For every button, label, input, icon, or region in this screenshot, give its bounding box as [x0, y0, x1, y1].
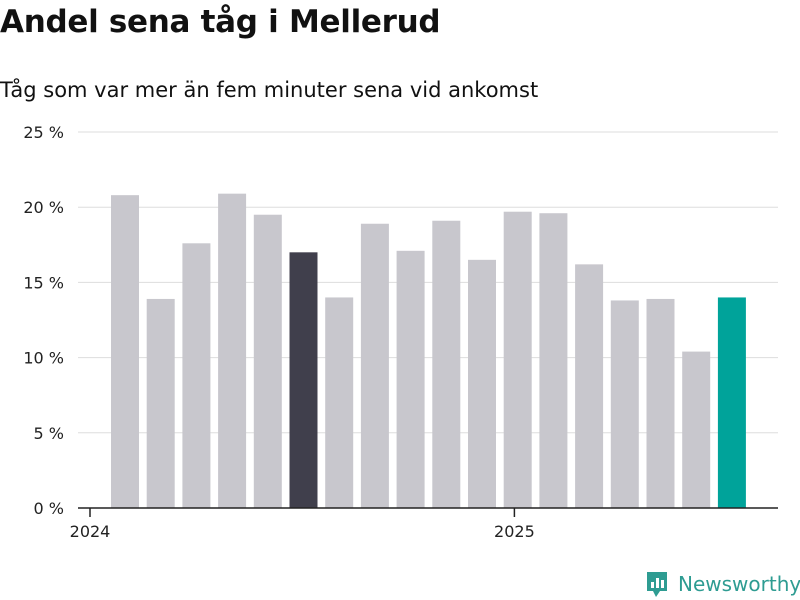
- y-tick-label: 20 %: [23, 198, 64, 217]
- bar: [111, 195, 139, 508]
- newsworthy-logo-icon: [647, 572, 667, 597]
- bar: [717, 297, 746, 508]
- chart-subtitle: Tåg som var mer än fem minuter sena vid …: [0, 78, 539, 102]
- bar: [539, 213, 568, 508]
- bar: [432, 220, 461, 508]
- bar: [503, 211, 532, 508]
- bar: [360, 223, 389, 508]
- brand-name: Newsworthy: [678, 572, 800, 596]
- y-tick-label: 25 %: [23, 123, 64, 142]
- bar: [146, 298, 175, 508]
- chart-title: Andel sena tåg i Mellerud: [0, 4, 441, 40]
- bar: [218, 193, 247, 508]
- bar: [289, 252, 318, 508]
- bar: [182, 243, 211, 508]
- x-tick-label: 2024: [70, 522, 111, 541]
- y-tick-label: 0 %: [34, 499, 64, 518]
- bar: [396, 250, 425, 509]
- bar: [646, 298, 675, 508]
- bar: [610, 300, 639, 508]
- brand-logo: Newsworthy: [644, 568, 800, 600]
- y-tick-label: 5 %: [34, 424, 64, 443]
- bar: [575, 264, 604, 508]
- y-tick-label: 10 %: [23, 349, 64, 368]
- bar: [325, 297, 354, 508]
- bar: [682, 351, 711, 508]
- bar: [253, 214, 282, 508]
- x-tick-label: 2025: [494, 522, 535, 541]
- bar-chart: 0 % 5 % 10 % 15 % 20 % 25 % 2024 2025: [23, 123, 778, 541]
- bar: [468, 259, 496, 508]
- y-tick-label: 15 %: [23, 273, 64, 292]
